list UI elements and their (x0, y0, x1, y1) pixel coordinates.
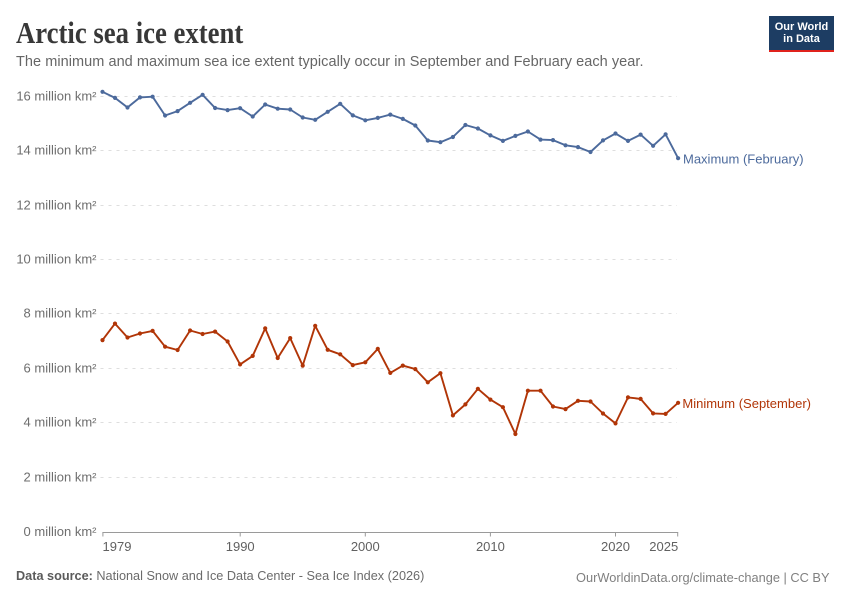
svg-text:Minimum (September): Minimum (September) (682, 396, 811, 411)
svg-text:8 million km²: 8 million km² (24, 306, 98, 321)
svg-text:2010: 2010 (476, 539, 505, 554)
svg-text:12 million km²: 12 million km² (16, 198, 97, 213)
svg-text:1979: 1979 (103, 539, 132, 554)
svg-text:6 million km²: 6 million km² (24, 361, 98, 376)
svg-text:Maximum (February): Maximum (February) (683, 152, 804, 167)
svg-text:2020: 2020 (601, 539, 630, 554)
svg-text:0 million km²: 0 million km² (24, 524, 98, 539)
svg-text:14 million km²: 14 million km² (16, 143, 97, 158)
svg-text:10 million km²: 10 million km² (16, 252, 97, 267)
svg-text:2 million km²: 2 million km² (24, 470, 98, 485)
svg-text:2000: 2000 (351, 539, 380, 554)
svg-text:1990: 1990 (226, 539, 255, 554)
svg-text:16 million km²: 16 million km² (16, 89, 97, 104)
svg-text:4 million km²: 4 million km² (24, 415, 98, 430)
svg-text:2025: 2025 (649, 539, 678, 554)
